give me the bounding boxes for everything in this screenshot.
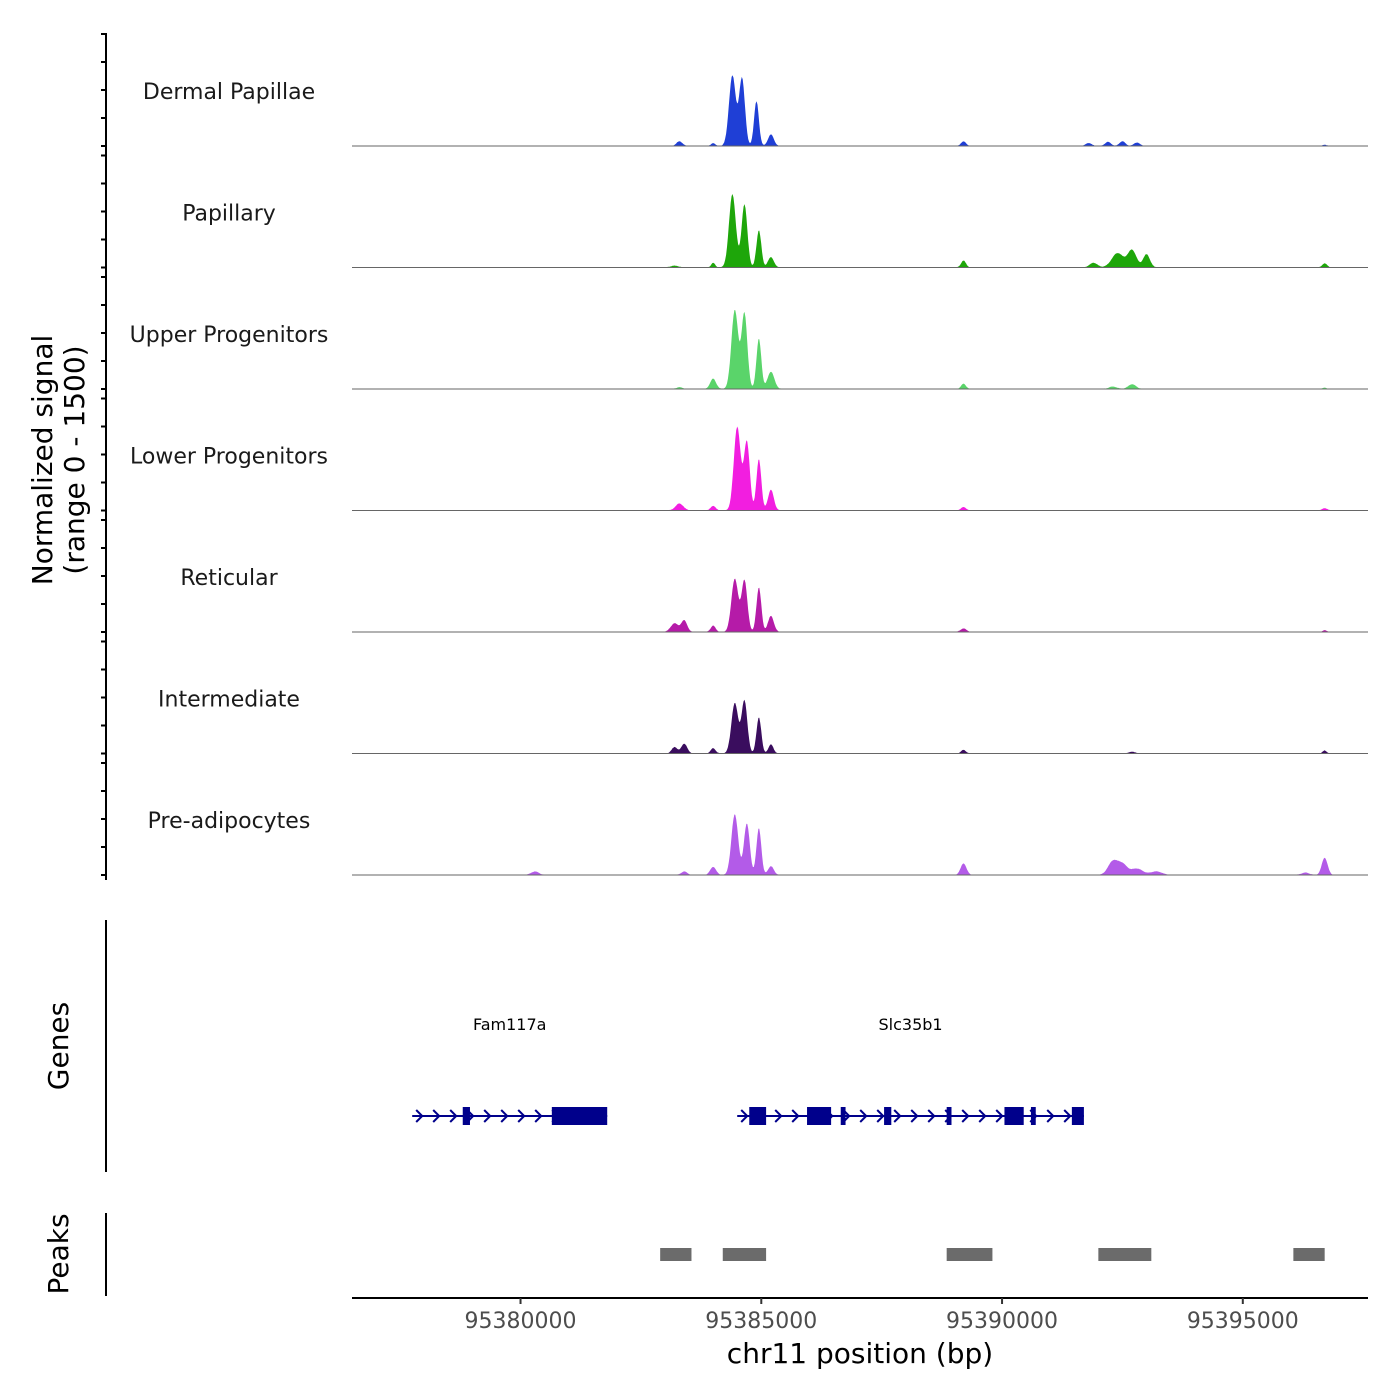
gene-strand-arrow — [415, 1109, 424, 1123]
gene-exon — [1004, 1107, 1024, 1125]
gene-strand-arrow — [432, 1109, 441, 1123]
gene-exon — [1071, 1107, 1084, 1125]
track-label: Upper Progenitors — [130, 323, 329, 348]
x-axis-title: chr11 position (bp) — [727, 1337, 993, 1370]
gene-strand-arrow — [483, 1109, 492, 1123]
signal-area — [352, 75, 1368, 146]
gene-strand-arrow — [893, 1109, 902, 1123]
gene-strand-arrow — [534, 1109, 543, 1123]
track-label: Lower Progenitors — [130, 445, 328, 470]
peak-region — [1098, 1248, 1152, 1261]
gene-exon — [884, 1107, 892, 1125]
gene-exon — [807, 1107, 832, 1125]
gene-strand-arrow — [859, 1109, 868, 1123]
track-label: Pre-adipocytes — [148, 809, 311, 834]
genes-track-label: Genes — [42, 1002, 75, 1090]
signal-area — [352, 814, 1368, 875]
gene-exon — [462, 1107, 470, 1125]
gene-strand-arrow — [876, 1109, 885, 1123]
y-axis-title-line1: Normalized signal — [26, 335, 59, 586]
signal-area — [352, 194, 1368, 268]
gene-exon — [749, 1107, 767, 1125]
peak-region — [722, 1248, 767, 1261]
track-label: Dermal Papillae — [143, 80, 315, 105]
x-axis-tick-label: 95380000 — [465, 1309, 577, 1334]
signal-area — [352, 310, 1368, 389]
track-label: Papillary — [182, 202, 276, 227]
gene-strand-arrow — [774, 1109, 783, 1123]
gene-strand-arrow — [791, 1109, 800, 1123]
signal-area — [352, 578, 1368, 632]
gene-strand-arrow — [995, 1109, 1004, 1123]
gene-strand-arrow — [961, 1109, 970, 1123]
gene-strand-arrow — [517, 1109, 526, 1123]
track-label: Intermediate — [158, 688, 300, 713]
peak-region — [1293, 1248, 1325, 1261]
peak-region — [660, 1248, 692, 1261]
signal-area — [352, 699, 1368, 754]
peak-region — [946, 1248, 993, 1261]
x-axis-tick-label: 95385000 — [705, 1309, 817, 1334]
gene-strand-arrow — [927, 1109, 936, 1123]
gene-strand-arrow — [978, 1109, 987, 1123]
gene-strand-arrow — [500, 1109, 509, 1123]
gene-exon — [946, 1107, 952, 1125]
y-axis-title-line2: (range 0 - 1500) — [58, 345, 91, 574]
gene-exon — [840, 1107, 846, 1125]
gene-strand-arrow — [449, 1109, 458, 1123]
x-axis-tick-label: 95395000 — [1187, 1309, 1299, 1334]
chart-marks: Dermal Papillae Papillary Upper Progenitor… — [101, 33, 1368, 1334]
gene-strand-arrow — [740, 1109, 749, 1123]
gene-strand-arrow — [1046, 1109, 1055, 1123]
signal-area — [352, 426, 1368, 511]
gene-strand-arrow — [910, 1109, 919, 1123]
gene-label: Slc35b1 — [879, 1015, 943, 1034]
gene-exon — [551, 1107, 608, 1125]
gene-strand-arrow — [1063, 1109, 1072, 1123]
gene-exon — [1030, 1107, 1036, 1125]
track-label: Reticular — [180, 566, 278, 591]
gene-label: Fam117a — [473, 1015, 546, 1034]
peaks-track-label: Peaks — [42, 1213, 75, 1294]
x-axis-tick-label: 95390000 — [946, 1309, 1058, 1334]
